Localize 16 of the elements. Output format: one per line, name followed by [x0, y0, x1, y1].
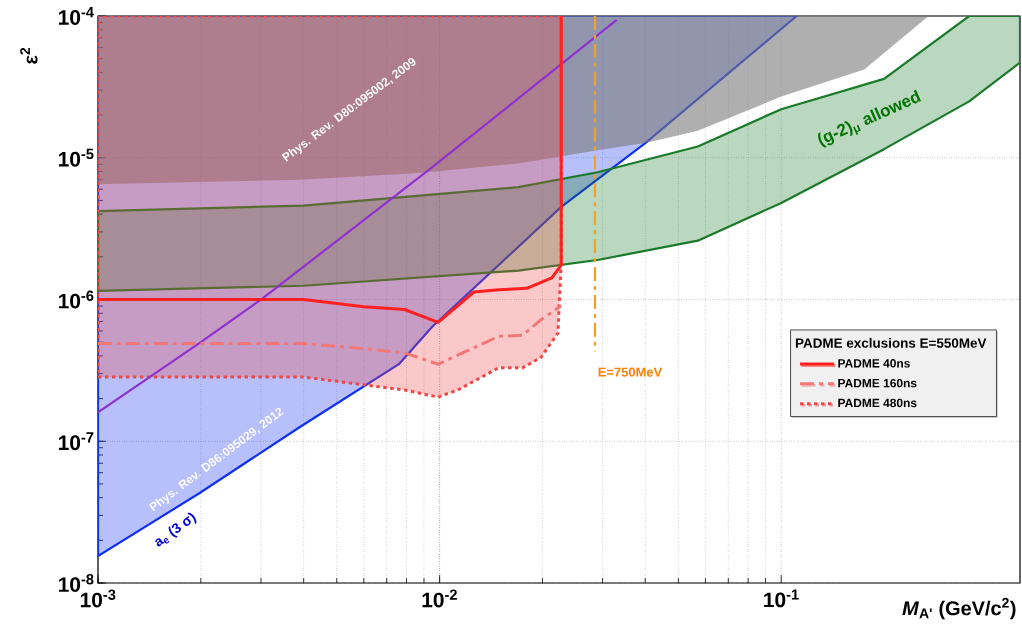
x-axis-title: M$_{A'}$ (GeV/c$^{2}$) — [902, 597, 1016, 620]
y-tick-label: 10$^{-5}$ — [58, 148, 94, 167]
legend-label: PADME 40ns — [838, 359, 910, 368]
y-tick-label: 10$^{-6}$ — [58, 290, 94, 309]
y-axis-title: ε$^{2}$ — [20, 47, 38, 64]
y-tick-label: 10$^{-7}$ — [58, 432, 94, 451]
annotation: E=750MeV — [598, 367, 663, 377]
annotation: a$_{e}$ (3 σ) — [155, 512, 197, 547]
legend-label: PADME 160ns — [838, 378, 917, 388]
y-tick-label: 10$^{-4}$ — [58, 7, 94, 25]
x-tick-label: 10$^{-2}$ — [422, 589, 457, 608]
legend-label: PADME 480ns — [838, 398, 917, 408]
x-tick-label: 10$^{-1}$ — [764, 589, 799, 608]
x-tick-label: 10$^{-3}$ — [80, 589, 116, 608]
y-tick-label: 10$^{-8}$ — [58, 574, 94, 592]
legend-title: PADME exclusions E=550MeV — [795, 337, 987, 348]
